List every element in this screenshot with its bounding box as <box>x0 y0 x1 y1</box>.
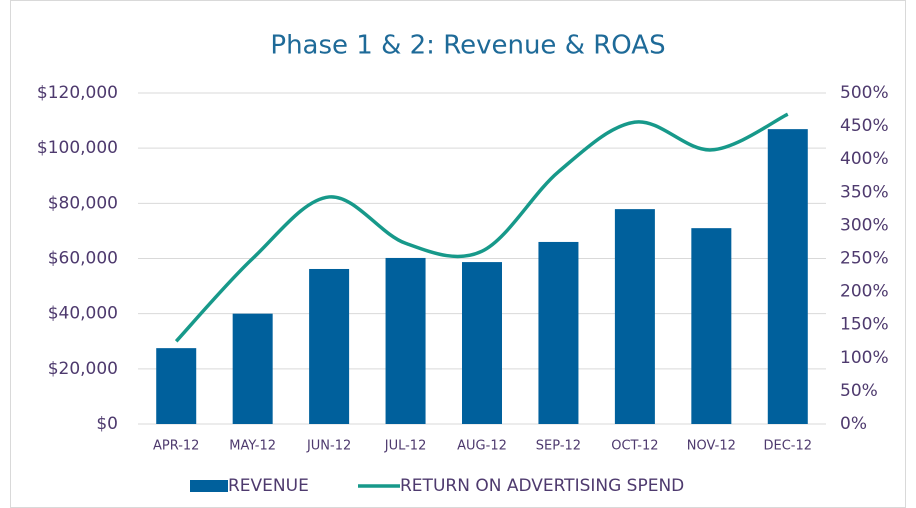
y-tick-label: $80,000 <box>48 193 118 213</box>
chart-title: Phase 1 & 2: Revenue & ROAS <box>270 31 665 61</box>
y-tick-label: $120,000 <box>37 83 118 103</box>
y2-tick-label: 350% <box>840 182 889 202</box>
bar <box>691 228 732 424</box>
y2-tick-label: 150% <box>840 315 889 335</box>
x-tick-label: JUL-12 <box>384 439 427 454</box>
legend-swatch <box>190 480 228 492</box>
y2-tick-label: 200% <box>840 282 889 302</box>
x-tick-label: AUG-12 <box>457 439 507 454</box>
x-tick-label: DEC-12 <box>764 439 813 454</box>
x-tick-label: JUN-12 <box>306 439 351 454</box>
y2-tick-label: 250% <box>840 249 889 269</box>
bar <box>614 209 655 424</box>
y2-tick-label: 0% <box>840 414 867 434</box>
y-tick-label: $60,000 <box>48 249 118 269</box>
bar <box>538 241 579 424</box>
y2-tick-label: 400% <box>840 149 889 169</box>
x-tick-label: APR-12 <box>153 439 199 454</box>
bar <box>462 262 502 424</box>
y-tick-label: $20,000 <box>48 359 118 379</box>
y-tick-label: $0 <box>96 414 118 434</box>
y2-tick-label: 500% <box>840 83 889 103</box>
legend-label: RETURN ON ADVERTISING SPEND <box>400 476 684 496</box>
x-tick-label: OCT-12 <box>611 439 658 454</box>
y-tick-label: $40,000 <box>48 304 118 324</box>
bar <box>156 348 197 424</box>
line <box>174 112 789 343</box>
y2-tick-label: 50% <box>840 381 878 401</box>
y-tick-label: $100,000 <box>37 138 118 158</box>
bar <box>767 129 808 425</box>
y2-tick-label: 300% <box>840 215 889 235</box>
bar <box>232 313 273 424</box>
y2-tick-label: 100% <box>840 348 889 368</box>
y2-tick-label: 450% <box>840 116 889 136</box>
x-tick-label: MAY-12 <box>229 439 276 454</box>
bar <box>385 257 426 424</box>
bar <box>309 268 350 424</box>
x-tick-label: SEP-12 <box>536 439 581 454</box>
x-tick-label: NOV-12 <box>687 439 736 454</box>
legend-label: REVENUE <box>228 476 309 496</box>
